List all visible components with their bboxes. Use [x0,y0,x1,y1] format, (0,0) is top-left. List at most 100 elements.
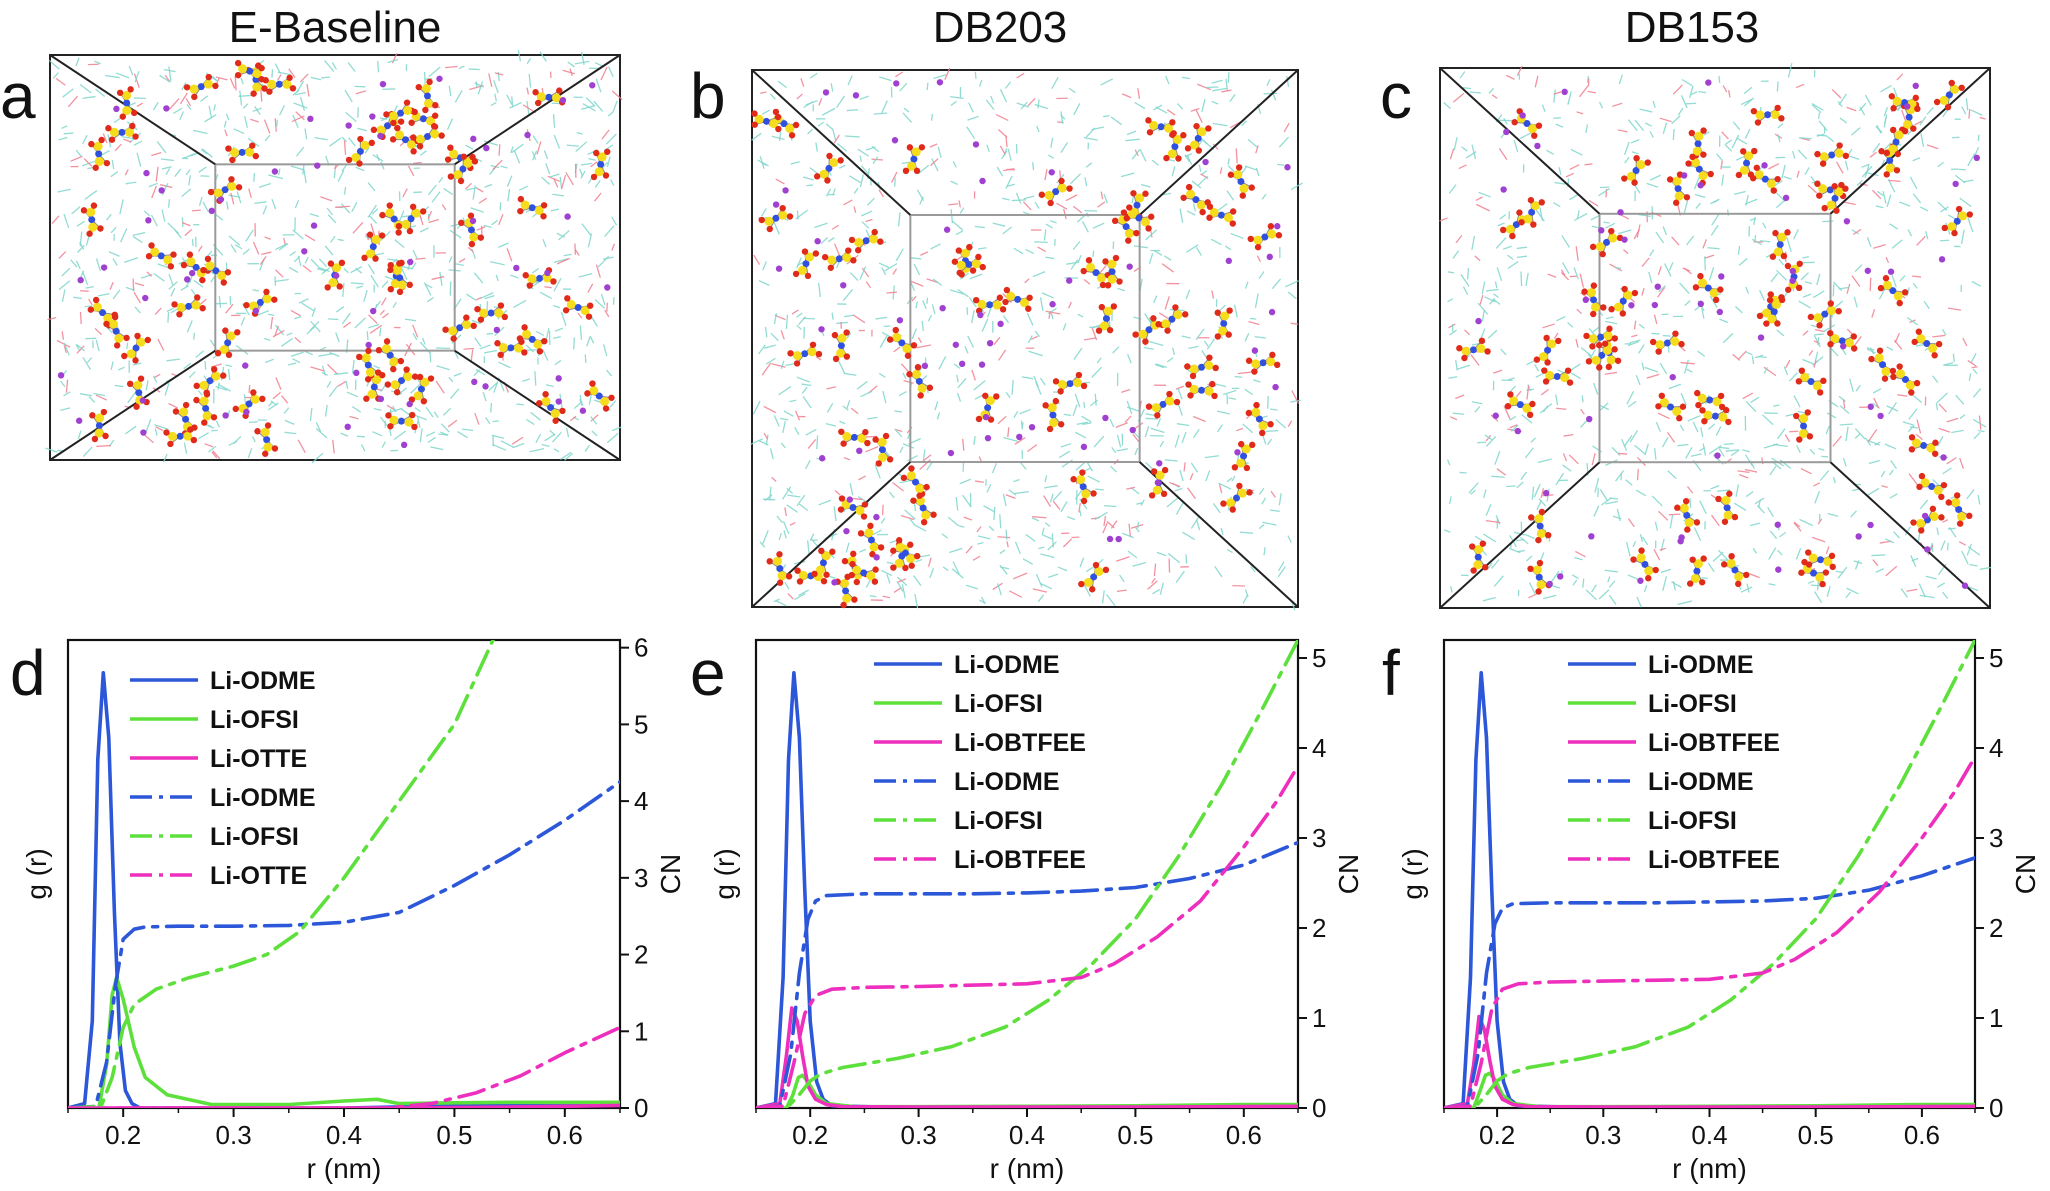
y-tick-label: 1 [1312,1003,1326,1033]
series-line-li-obtfee-gr [1444,1014,1975,1108]
panel-letter-f: f [1382,637,1400,709]
legend-label: Li-OFSI [954,690,1043,718]
legend-label: Li-OFSI [1648,807,1737,835]
series-line-li-ofsi-gr [756,1073,1298,1108]
legend-label: Li-OFSI [1648,690,1737,718]
panel-letter-d: d [10,637,46,709]
y-tick-label: 4 [1312,733,1326,763]
y-axis-label-left: g (r) [1397,848,1428,899]
y-axis-label-right: CN [1333,854,1364,894]
rdf-chart-db203: 0.2 0.3 0.4 0.5 0.6 0 1 2 3 4 5 r (nm) g (r) CN Li-ODM… [709,638,1364,1184]
x-tick-label: 0.3 [901,1120,937,1150]
x-tick-label: 0.2 [1479,1120,1515,1150]
simulation-box-frame [49,54,621,461]
series-line-li-otte-gr [68,1103,620,1108]
legend-label: Li-OTTE [210,745,307,773]
legend-label: Li-ODME [954,651,1060,679]
legend: Li-ODME Li-OFSI Li-OBTFEE Li-ODME Li-OFSI Li-… [874,651,1086,874]
md-snapshot-db153 [1439,63,1992,609]
series-line-li-otte-cn [68,1025,620,1108]
panel-letter-e: e [690,637,726,709]
legend-label: Li-ODME [210,784,316,812]
series-line-li-obtfee-gr [756,1006,1298,1108]
md-snapshot-db203 [750,67,1303,611]
li-ions [772,79,1291,586]
y-tick-label: 0 [634,1093,648,1123]
x-tick-label: 0.6 [547,1120,583,1150]
fsi-anions [80,59,615,457]
series-line-li-odme-cn [68,780,620,1108]
y-tick-label: 5 [1312,643,1326,673]
series-line-li-ofsi-cn [756,640,1298,1108]
x-tick-label: 0.5 [436,1120,472,1150]
y-tick-label: 2 [1312,913,1326,943]
legend-label: Li-OBTFEE [1648,729,1780,757]
column-title-e-baseline: E-Baseline [229,3,442,52]
series-line-li-ofsi-cn [68,640,495,1108]
fsi-anions [1456,79,1974,595]
column-title-db153: DB153 [1625,3,1760,52]
legend-label: Li-OBTFEE [1648,846,1780,874]
y-tick-label: 4 [634,786,648,816]
fsi-anions [751,108,1283,609]
series-line-li-odme-cn [1444,855,1975,1108]
series-line-li-ofsi-cn [1444,640,1975,1108]
y-tick-label: 3 [1312,823,1326,853]
legend-label: Li-ODME [1648,768,1754,796]
panel-letter-a: a [0,60,36,132]
y-tick-label: 2 [1989,913,2003,943]
x-tick-label: 0.3 [216,1120,252,1150]
x-tick-label: 0.4 [326,1120,362,1150]
series-line-li-odme-gr [1444,670,1975,1108]
x-tick-label: 0.2 [792,1120,828,1150]
li-ions [1475,79,1980,589]
li-ions [57,75,611,449]
y-axis-label-left: g (r) [709,848,740,899]
series-line-li-obtfee-cn [1444,755,1975,1108]
column-title-db203: DB203 [933,3,1068,52]
series-line-li-odme-gr [68,670,620,1108]
x-axis-label: r (nm) [307,1153,382,1184]
x-tick-label: 0.3 [1585,1120,1621,1150]
simulation-box-frame [1439,67,1991,609]
legend-label: Li-ODME [954,768,1060,796]
x-tick-label: 0.6 [1904,1120,1940,1150]
y-tick-label: 5 [1989,643,2003,673]
legend-label: Li-OBTFEE [954,729,1086,757]
legend: Li-ODME Li-OFSI Li-OBTFEE Li-ODME Li-OFSI Li-… [1568,651,1780,874]
y-tick-label: 0 [1312,1093,1326,1123]
panel-letter-c: c [1380,60,1412,132]
legend-label: Li-OTTE [210,862,307,890]
y-tick-label: 3 [634,863,648,893]
x-tick-label: 0.4 [1691,1120,1727,1150]
series-line-li-odme-gr [756,670,1298,1108]
y-tick-label: 4 [1989,733,2003,763]
y-tick-label: 3 [1989,823,2003,853]
series-line-li-ofsi-gr [1444,1071,1975,1108]
y-tick-label: 0 [1989,1093,2003,1123]
legend-label: Li-OFSI [210,706,299,734]
y-axis-label-left: g (r) [21,848,52,899]
series-line-li-odme-cn [756,840,1298,1108]
rdf-chart-db153: 0.2 0.3 0.4 0.5 0.6 0 1 2 3 4 5 r (nm) g (r) CN Li-ODM… [1397,638,2041,1184]
y-axis-label-right: CN [655,854,686,894]
y-tick-label: 2 [634,940,648,970]
x-tick-label: 0.6 [1226,1120,1262,1150]
y-tick-label: 1 [634,1016,648,1046]
series-line-li-ofsi-gr [68,975,620,1108]
legend-label: Li-OFSI [954,807,1043,835]
rdf-chart-e-baseline: 0.2 0.3 0.4 0.5 0.6 0 1 2 3 4 5 6 r (nm) g (r) CN Li-OD… [21,633,686,1184]
x-axis-label: r (nm) [990,1153,1065,1184]
y-tick-label: 5 [634,709,648,739]
legend: Li-ODME Li-OFSI Li-OTTE Li-ODME Li-OFSI Li-OT… [130,667,316,890]
legend-label: Li-OFSI [210,823,299,851]
y-axis-label-right: CN [2010,854,2041,894]
x-tick-label: 0.2 [105,1120,141,1150]
x-tick-label: 0.5 [1798,1120,1834,1150]
panel-letter-b: b [690,60,726,132]
inner-box-frame [909,213,1141,464]
y-tick-label: 1 [1989,1003,2003,1033]
x-tick-label: 0.5 [1117,1120,1153,1150]
y-tick-label: 6 [634,633,648,663]
